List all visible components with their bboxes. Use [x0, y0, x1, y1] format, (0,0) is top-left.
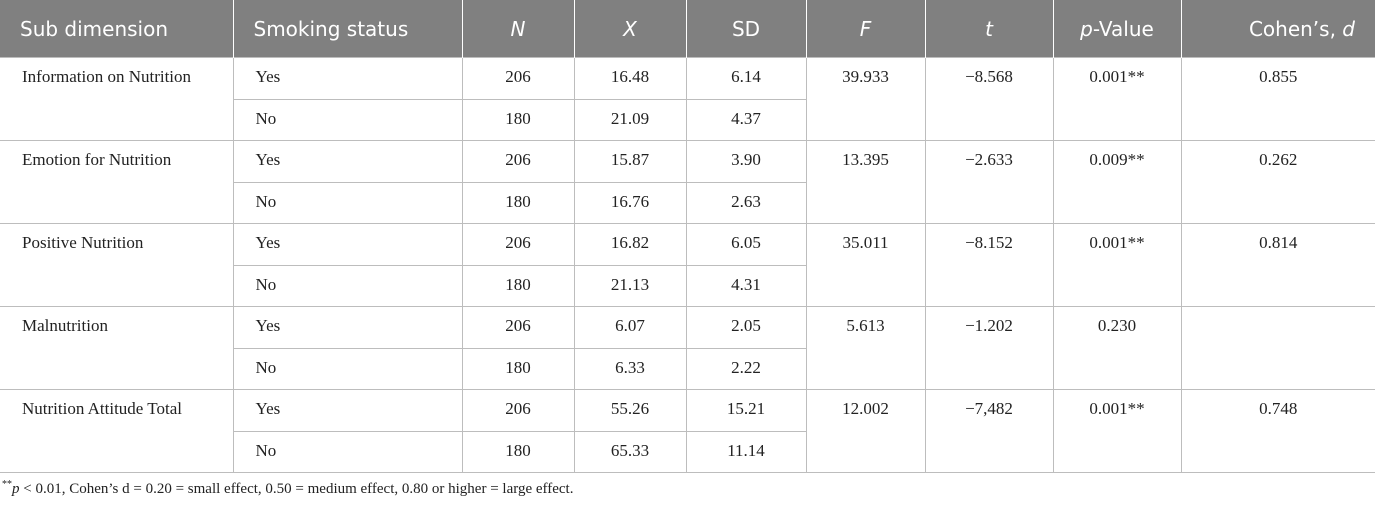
- table-body: Information on Nutrition Yes 206 16.48 6.14 3…: [0, 57, 1375, 473]
- cell: 206: [461, 57, 575, 100]
- smoking-status: Yes: [232, 223, 463, 266]
- cell: 6.14: [685, 57, 807, 100]
- table-row: Information on Nutrition Yes 206 16.48 6.14 3…: [0, 57, 1375, 141]
- cell: 55.26: [573, 389, 687, 432]
- header-cell: Smoking status: [232, 0, 462, 58]
- header-cell: t: [924, 0, 1053, 58]
- header-text: d: [1342, 16, 1355, 41]
- stat-d: 0.814: [1180, 223, 1375, 307]
- cell: 16.82: [573, 223, 687, 266]
- cell: 180: [461, 347, 575, 390]
- header-text: Cohen’s,: [1248, 16, 1343, 41]
- cell: 6.05: [685, 223, 807, 266]
- footnote: **p < 0.01, Cohen’s d = 0.20 = small eff…: [2, 479, 1375, 498]
- header-cell: SD: [685, 0, 806, 58]
- cell: 180: [461, 181, 575, 224]
- cell: 3.90: [685, 140, 807, 183]
- sub-dimension: Emotion for Nutrition: [0, 140, 234, 224]
- stat-F: 12.002: [805, 389, 926, 473]
- cell: 21.09: [573, 98, 687, 141]
- stat-p: 0.001**: [1052, 389, 1182, 473]
- smoking-status: Yes: [232, 389, 463, 432]
- stat-t: −7,482: [924, 389, 1054, 473]
- cell: 206: [461, 140, 575, 183]
- smoking-status: No: [233, 98, 463, 141]
- cell: 16.76: [573, 181, 687, 224]
- stat-d: 0.262: [1180, 140, 1375, 224]
- footnote-mark: **: [2, 479, 12, 490]
- stat-p: 0.230: [1052, 306, 1182, 390]
- cell: 2.22: [685, 347, 806, 390]
- cell: 4.31: [685, 264, 806, 307]
- cell: 65.33: [573, 430, 687, 473]
- sub-dimension: Positive Nutrition: [0, 223, 234, 307]
- cell: 180: [461, 264, 575, 307]
- stat-t: −8.568: [924, 57, 1054, 141]
- stat-t: −2.633: [924, 140, 1054, 224]
- cell: 206: [461, 389, 575, 432]
- cell: 180: [461, 98, 575, 141]
- cell: 15.21: [685, 389, 807, 432]
- stat-d: [1180, 306, 1375, 390]
- cell: 180: [461, 430, 575, 473]
- cell: 21.13: [573, 264, 687, 307]
- cell: 2.63: [685, 181, 806, 224]
- header-cell: Sub dimension: [0, 0, 233, 58]
- smoking-status: Yes: [232, 57, 463, 100]
- cell: 11.14: [685, 430, 806, 473]
- cell: 4.37: [685, 98, 806, 141]
- sub-dimension: Information on Nutrition: [0, 57, 234, 141]
- header-cell: F: [805, 0, 925, 58]
- stat-p: 0.001**: [1052, 57, 1182, 141]
- cell: 206: [461, 223, 575, 266]
- stat-F: 39.933: [805, 57, 926, 141]
- stat-p: 0.001**: [1052, 223, 1182, 307]
- stat-F: 35.011: [805, 223, 926, 307]
- table-row: No 180 16.76 2.63: [0, 181, 1375, 224]
- stat-t: −8.152: [924, 223, 1054, 307]
- sub-dimension: Malnutrition: [0, 306, 234, 390]
- stat-p: 0.009**: [1052, 140, 1182, 224]
- table-row: No 180 65.33 11.14: [0, 430, 1375, 473]
- cell: 6.07: [573, 306, 687, 349]
- smoking-status: Yes: [232, 140, 463, 183]
- stat-F: 5.613: [805, 306, 926, 390]
- header-cell: N: [461, 0, 574, 58]
- cell: 16.48: [573, 57, 687, 100]
- smoking-status: No: [233, 264, 463, 307]
- table-row: Nutrition Attitude Total Yes 206 55.26 15.21…: [0, 389, 1375, 473]
- stat-d: 0.855: [1180, 57, 1375, 141]
- cell: 2.05: [685, 306, 807, 349]
- header-cell: p-Value: [1052, 0, 1181, 58]
- stat-t: −1.202: [924, 306, 1054, 390]
- smoking-status: No: [233, 347, 463, 390]
- cell: 206: [461, 306, 575, 349]
- table-row: Malnutrition Yes 206 6.07 2.05 5.613 −1.202 0.2…: [0, 306, 1375, 390]
- stat-d: 0.748: [1180, 389, 1375, 473]
- smoking-status: No: [233, 430, 463, 473]
- cell: 15.87: [573, 140, 687, 183]
- header-text: -Value: [1092, 16, 1154, 41]
- footnote-text: < 0.01, Cohen’s d = 0.20 = small effect,…: [19, 481, 574, 497]
- table-row: Emotion for Nutrition Yes 206 15.87 3.90 13.3…: [0, 140, 1375, 224]
- header-cell: Cohen’s, d: [1180, 0, 1375, 58]
- smoking-status: No: [233, 181, 463, 224]
- table-row: Positive Nutrition Yes 206 16.82 6.05 35.011−…: [0, 223, 1375, 307]
- stat-F: 13.395: [805, 140, 926, 224]
- table-row: No 180 21.13 4.31: [0, 264, 1375, 307]
- sub-dimension: Nutrition Attitude Total: [0, 389, 234, 473]
- table-row: No 180 6.33 2.22: [0, 347, 1375, 390]
- footnote-p: p: [12, 481, 20, 497]
- header-cell: X: [573, 0, 686, 58]
- header-text: p: [1080, 16, 1093, 41]
- cell: 6.33: [573, 347, 687, 390]
- smoking-status: Yes: [232, 306, 463, 349]
